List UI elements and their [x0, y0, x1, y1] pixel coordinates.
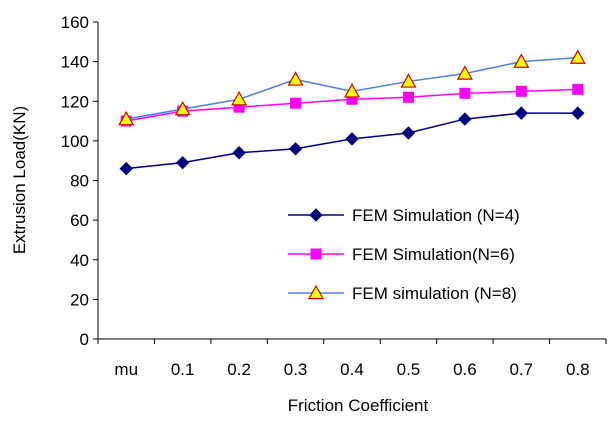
data-point: [513, 53, 530, 68]
data-point: [571, 106, 585, 120]
legend-marker: [309, 208, 323, 222]
series-3: [118, 49, 586, 126]
legend-item: FEM Simulation (N=4): [288, 206, 520, 225]
legend-marker: [310, 248, 322, 260]
data-point: [402, 91, 414, 103]
data-point: [569, 49, 586, 64]
y-axis: 0 20 40 60 80 100 120 140 160: [61, 13, 99, 349]
x-tick-label: 0.8: [566, 360, 590, 379]
legend-label: FEM Simulation(N=6): [352, 245, 515, 264]
data-point: [459, 87, 471, 99]
y-tick-label: 60: [70, 211, 89, 230]
data-point: [288, 142, 303, 156]
data-point: [231, 91, 248, 106]
series-layer: [118, 49, 586, 176]
y-tick-label: 140: [61, 53, 89, 72]
data-point: [174, 100, 191, 116]
y-tick-label: 20: [70, 290, 89, 309]
x-tick-label: 0.5: [397, 360, 421, 379]
y-tick-label: 0: [80, 330, 89, 349]
x-tick-label: mu: [114, 360, 138, 379]
x-tick-label: 0.3: [284, 360, 308, 379]
legend-item: FEM Simulation(N=6): [288, 245, 515, 264]
data-point: [456, 65, 473, 80]
data-point: [345, 132, 359, 146]
legend-label: FEM simulation (N=8): [352, 284, 517, 303]
data-point: [401, 126, 416, 140]
legend: FEM Simulation (N=4) FEM Simulation(N=6) F…: [288, 206, 520, 303]
data-point: [572, 83, 584, 95]
data-point: [400, 73, 417, 88]
data-point: [287, 71, 304, 86]
x-axis: mu 0.1 0.2 0.3 0.4 0.5 0.6 0.7 0.8: [97, 338, 607, 379]
x-tick-label: 0.6: [453, 360, 477, 379]
x-tick-label: 0.2: [227, 360, 251, 379]
series-1: [119, 106, 585, 176]
y-tick-label: 40: [70, 251, 89, 270]
legend-label: FEM Simulation (N=4): [352, 206, 520, 225]
y-tick-label: 80: [70, 172, 89, 191]
data-point: [515, 85, 527, 97]
x-axis-title: Friction Coefficient: [288, 396, 429, 415]
data-point: [119, 161, 133, 176]
data-point: [290, 97, 302, 109]
y-axis-title: Extrusion Load(KN): [10, 106, 29, 254]
y-tick-label: 160: [61, 13, 89, 32]
x-tick-label: 0.4: [340, 360, 364, 379]
data-point: [175, 155, 190, 170]
legend-item: FEM simulation (N=8): [288, 284, 517, 303]
data-point: [343, 83, 361, 98]
data-point: [232, 146, 246, 160]
legend-marker: [307, 284, 325, 300]
data-point: [458, 112, 472, 126]
x-tick-label: 0.7: [510, 360, 534, 379]
data-point: [118, 110, 135, 126]
y-tick-label: 120: [61, 92, 89, 111]
y-tick-label: 100: [61, 132, 89, 151]
x-tick-label: 0.1: [171, 360, 195, 379]
data-point: [514, 106, 529, 120]
